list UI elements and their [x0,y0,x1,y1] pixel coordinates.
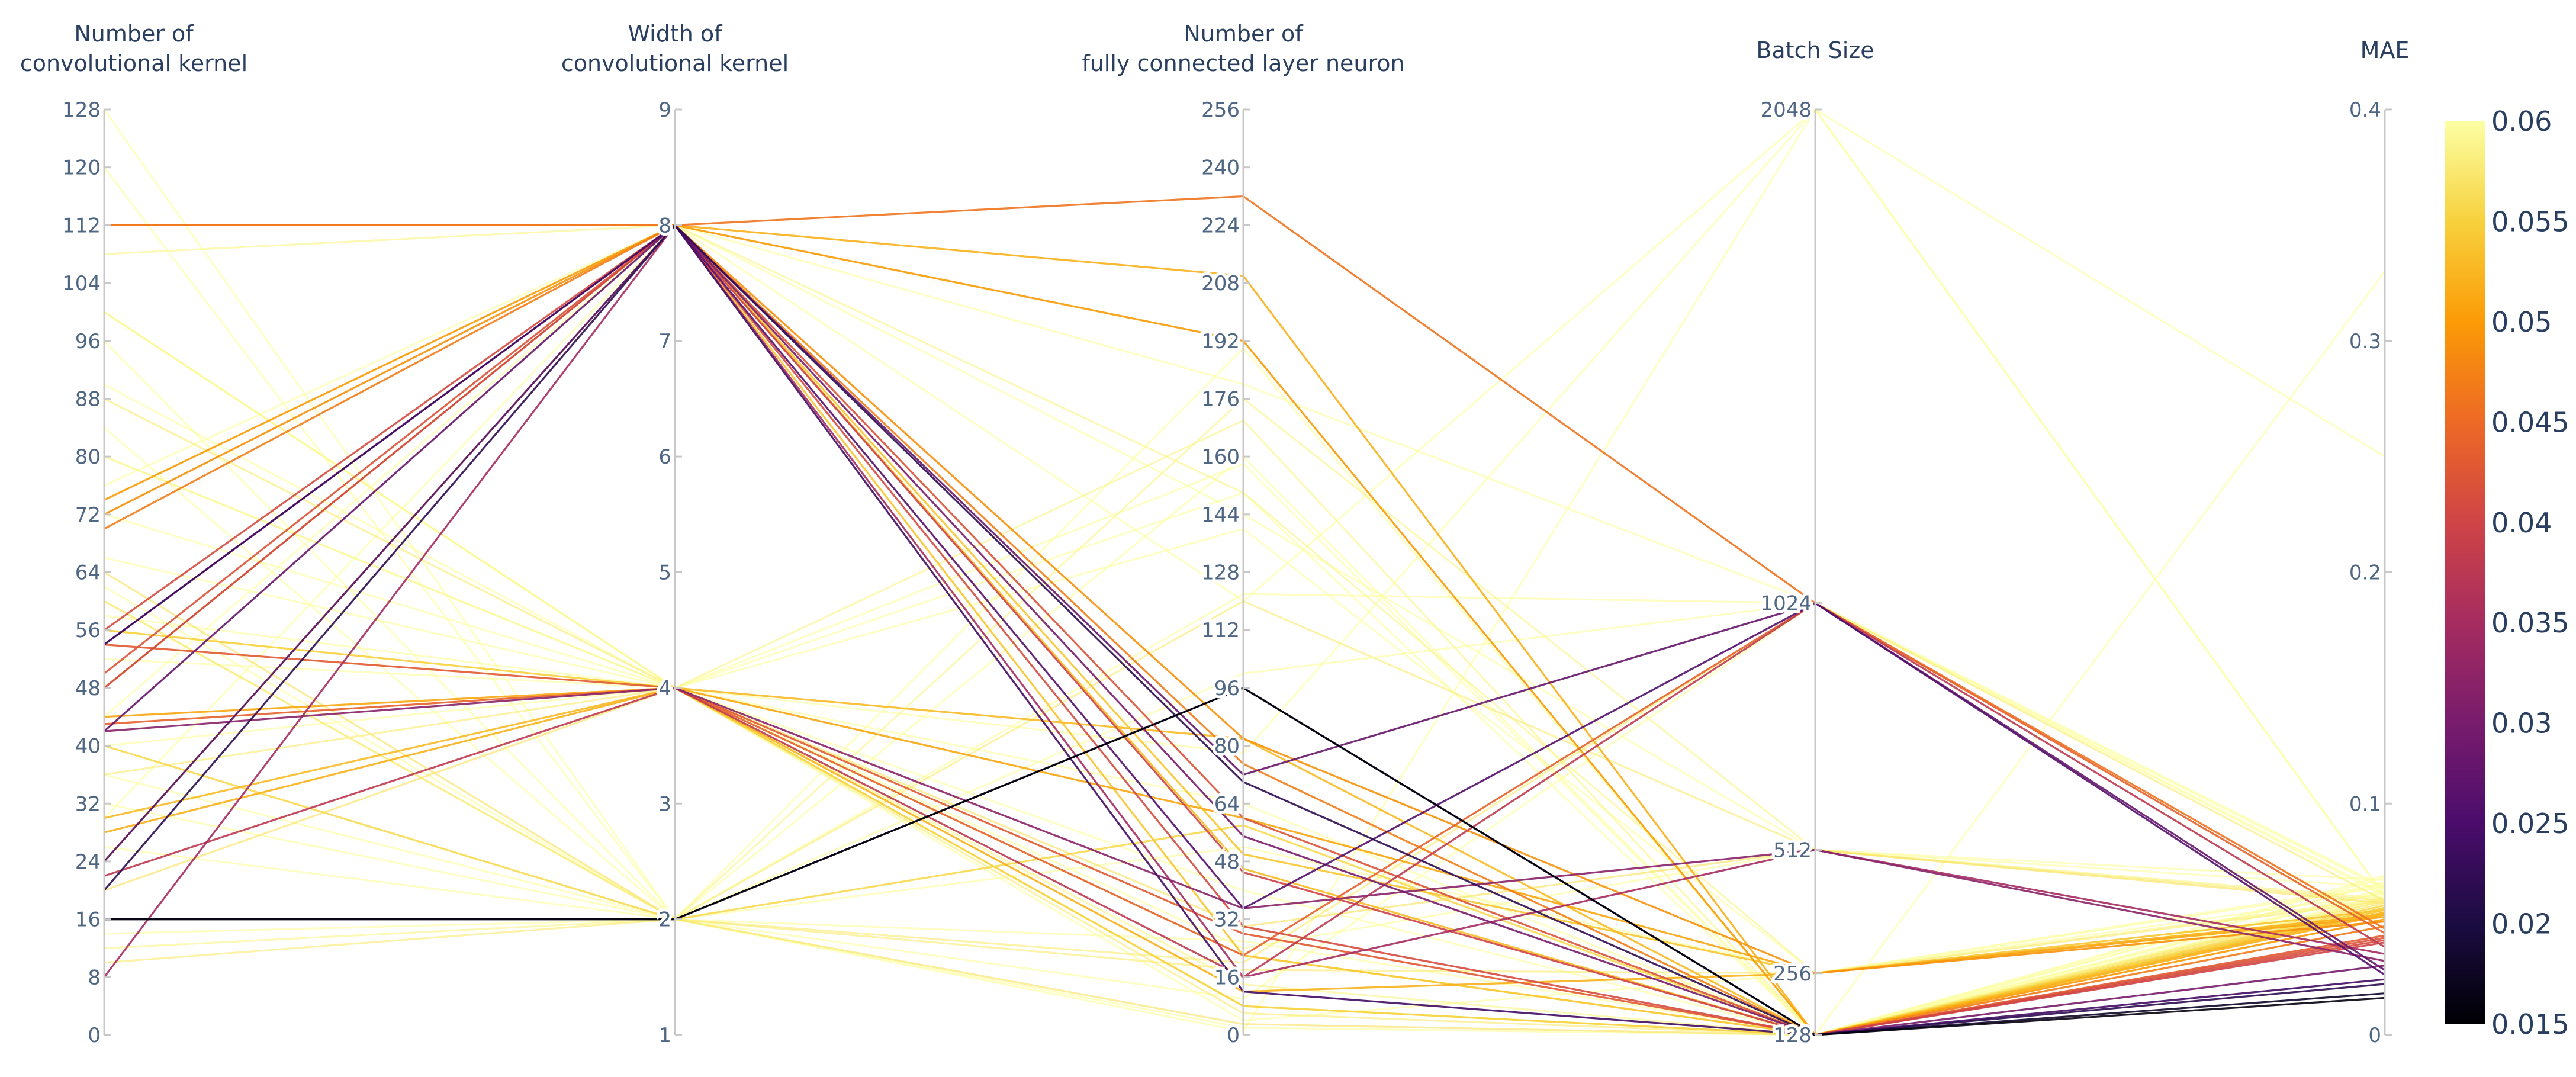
colorbar: 0.015 0.02 0.025 0.03 0.035 0.04 0.045 0.05 0.05… [2445,105,2569,1040]
data-line-57 [104,383,2385,950]
colorbar-tick-3: 0.03 [2491,708,2552,740]
axis-title-neurons-1: fully connected layer neuron [1082,50,1404,76]
tick-label-neurons-6: 96 [1214,677,1240,700]
tick-label-kernels-5: 40 [75,735,101,758]
tick-label-neurons-1: 16 [1214,966,1240,989]
tick-label-neurons-16: 256 [1201,98,1240,122]
data-line-46 [104,311,2385,1022]
data-line-55 [104,586,2385,1036]
colorbar-tick-6: 0.045 [2491,406,2569,438]
axis-width: Width of convolutional kernel 1 2 3 4 5 6 7 8 9 [561,21,789,1050]
tick-label-kernels-0: 0 [88,1024,101,1047]
colorbar-tick-4: 0.035 [2491,607,2569,639]
axis-batch: Batch Size 128 256 512 1024 2048 [1756,37,1874,1050]
tick-label-neurons-14: 224 [1201,214,1240,237]
axis-title-neurons-0: Number of [1184,21,1304,47]
tick-label-width-1: 2 [658,908,671,932]
colorbar-tick-0: 0.015 [2491,1008,2569,1040]
data-line-42 [103,108,2386,897]
tick-label-neurons-7: 112 [1201,619,1240,642]
tick-label-mae-4: 0.4 [2349,98,2381,122]
tick-label-batch-2: 512 [1773,838,1812,862]
tick-label-width-0: 1 [658,1024,671,1047]
axis-title-kernels-0: Number of [74,21,194,47]
tick-label-kernels-2: 16 [75,908,101,932]
axis-title-width-1: convolutional kernel [561,50,789,76]
tick-label-kernels-3: 24 [75,850,101,874]
tick-label-mae-3: 0.3 [2349,330,2381,353]
tick-label-batch-4: 2048 [1760,98,1812,122]
tick-label-neurons-11: 176 [1201,387,1240,411]
colorbar-tick-7: 0.05 [2491,306,2552,338]
tick-label-neurons-13: 208 [1201,272,1240,295]
data-line-51 [104,271,2386,1037]
tick-label-kernels-9: 72 [75,503,101,527]
colorbar-tick-1: 0.02 [2491,908,2552,940]
tick-label-width-2: 3 [658,792,671,816]
tick-label-kernels-10: 80 [75,445,101,469]
axis-mae: MAE 0 0.1 0.2 0.3 0.4 [2346,37,2410,1050]
colorbar-tick-8: 0.055 [2491,205,2569,237]
data-line-50 [103,108,2385,1033]
tick-label-kernels-4: 32 [75,792,101,816]
tick-label-mae-2: 0.2 [2349,561,2381,585]
tick-label-neurons-15: 240 [1201,156,1240,180]
colorbar-tick-9: 0.06 [2491,105,2552,137]
tick-label-kernels-14: 112 [62,214,101,237]
data-line-38 [104,108,2386,897]
axis-kernels: Number of convolutional kernel 0 8 16 24 32 40 4… [20,21,247,1050]
tick-label-kernels-8: 64 [75,561,101,585]
tick-label-width-6: 7 [658,330,671,353]
tick-label-neurons-5: 80 [1214,735,1240,758]
tick-label-width-5: 6 [658,445,671,469]
tick-label-neurons-10: 160 [1201,445,1240,469]
tick-label-batch-1: 256 [1773,962,1812,986]
tick-label-width-4: 5 [658,561,671,585]
colorbar-gradient [2445,121,2485,1024]
tick-label-kernels-11: 88 [75,387,101,411]
tick-label-kernels-15: 120 [62,156,101,180]
colorbar-tick-5: 0.04 [2491,507,2552,539]
tick-label-neurons-12: 192 [1201,330,1240,353]
colorbar-tick-2: 0.025 [2491,808,2569,840]
tick-label-kernels-12: 96 [75,330,101,353]
tick-label-mae-0: 0 [2368,1024,2381,1047]
axis-title-batch-0: Batch Size [1756,37,1874,63]
tick-label-width-7: 8 [658,214,671,237]
axis-title-width-0: Width of [628,21,723,47]
tick-label-kernels-16: 128 [62,98,101,122]
tick-label-kernels-7: 56 [75,619,101,642]
tick-label-batch-0: 128 [1773,1024,1812,1047]
tick-label-width-3: 4 [658,677,671,700]
tick-label-neurons-2: 32 [1214,908,1240,932]
tick-label-neurons-0: 0 [1227,1024,1240,1047]
tick-label-neurons-9: 144 [1201,503,1240,527]
tick-label-kernels-1: 8 [88,966,101,989]
tick-label-neurons-3: 48 [1214,850,1240,874]
tick-label-neurons-8: 128 [1201,561,1240,585]
data-line-58 [103,224,2385,888]
tick-label-width-8: 9 [658,98,671,122]
tick-label-kernels-6: 48 [75,677,101,700]
data-line-6 [103,224,2385,971]
axis-title-kernels-1: convolutional kernel [20,50,247,76]
axis-title-mae-0: MAE [2360,37,2410,63]
axis-neurons: Number of fully connected layer neuron 0 16… [1082,21,1404,1050]
tick-label-neurons-4: 64 [1214,792,1240,816]
tick-label-batch-3: 1024 [1760,592,1812,616]
tick-label-mae-1: 0.1 [2349,792,2381,816]
tick-label-kernels-13: 104 [62,272,101,295]
